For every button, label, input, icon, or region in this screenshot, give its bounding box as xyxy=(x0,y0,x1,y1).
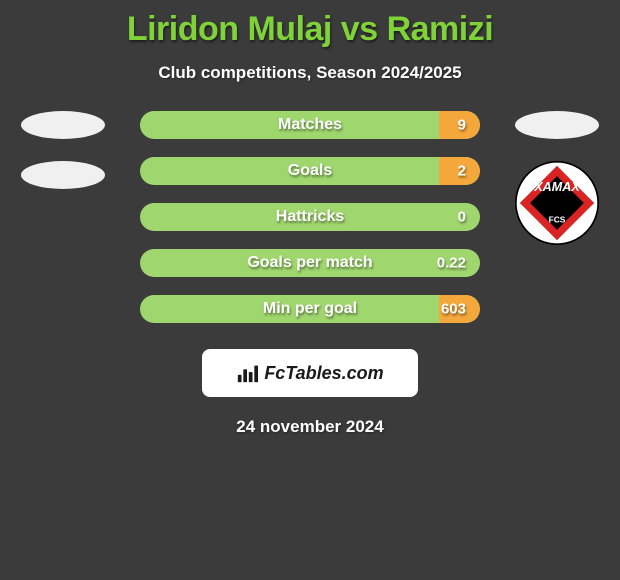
stat-bar-label: Goals xyxy=(288,162,332,180)
xamax-logo: XAMAX FCS xyxy=(515,161,599,245)
left-flags-column xyxy=(18,111,108,189)
stat-bar-label: Goals per match xyxy=(247,254,372,272)
stat-bar-value: 2 xyxy=(458,163,466,180)
footer: FcTables.com 24 november 2024 xyxy=(0,349,620,437)
svg-text:XAMAX: XAMAX xyxy=(533,180,581,194)
flag-oval xyxy=(515,111,599,139)
stat-bar-label: Hattricks xyxy=(276,208,344,226)
stat-bar-value: 603 xyxy=(441,301,466,318)
comparison-area: XAMAX FCS Matches 9 Goals 2 Hattricks 0 … xyxy=(0,111,620,323)
brand-text: FcTables.com xyxy=(264,363,383,384)
stat-bar-matches: Matches 9 xyxy=(140,111,480,139)
subtitle: Club competitions, Season 2024/2025 xyxy=(0,63,620,83)
stat-bar-value: 0.22 xyxy=(437,255,466,272)
flag-oval xyxy=(21,111,105,139)
flag-oval xyxy=(21,161,105,189)
stat-bar-goals-per-match: Goals per match 0.22 xyxy=(140,249,480,277)
stat-bar-label: Min per goal xyxy=(263,300,357,318)
stat-bar-min-per-goal: Min per goal 603 xyxy=(140,295,480,323)
stat-bar-value: 9 xyxy=(458,117,466,134)
bars-icon xyxy=(236,362,258,384)
stat-bar-hattricks: Hattricks 0 xyxy=(140,203,480,231)
page-title: Liridon Mulaj vs Ramizi xyxy=(0,0,620,49)
right-flags-column: XAMAX FCS xyxy=(512,111,602,245)
brand-badge: FcTables.com xyxy=(202,349,418,397)
stat-bar-value: 0 xyxy=(458,209,466,226)
date-label: 24 november 2024 xyxy=(236,417,383,437)
stat-bars: Matches 9 Goals 2 Hattricks 0 Goals per … xyxy=(140,111,480,323)
stat-bar-label: Matches xyxy=(278,116,342,134)
stat-bar-goals: Goals 2 xyxy=(140,157,480,185)
svg-text:FCS: FCS xyxy=(549,214,566,224)
